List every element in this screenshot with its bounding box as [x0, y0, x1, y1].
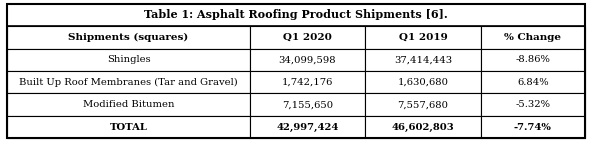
- Bar: [481, 93, 585, 116]
- Bar: [250, 26, 365, 49]
- Bar: [481, 71, 585, 93]
- Bar: [250, 49, 365, 71]
- Text: 7,155,650: 7,155,650: [282, 100, 333, 109]
- Bar: [365, 71, 481, 93]
- Bar: [481, 116, 585, 138]
- Text: 37,414,443: 37,414,443: [394, 55, 452, 64]
- Text: 7,557,680: 7,557,680: [398, 100, 449, 109]
- Bar: [365, 26, 481, 49]
- Bar: [7, 71, 250, 93]
- Text: Shingles: Shingles: [107, 55, 150, 64]
- Text: -8.86%: -8.86%: [516, 55, 551, 64]
- Text: 6.84%: 6.84%: [517, 78, 549, 87]
- Bar: [365, 49, 481, 71]
- Bar: [7, 4, 585, 26]
- Bar: [7, 116, 250, 138]
- Bar: [481, 49, 585, 71]
- Text: % Change: % Change: [504, 33, 561, 42]
- Bar: [481, 26, 585, 49]
- Bar: [7, 26, 250, 49]
- Bar: [7, 93, 250, 116]
- Text: 46,602,803: 46,602,803: [392, 123, 455, 132]
- Text: 1,630,680: 1,630,680: [398, 78, 449, 87]
- Text: -7.74%: -7.74%: [514, 123, 552, 132]
- Text: Modified Bitumen: Modified Bitumen: [83, 100, 174, 109]
- Text: 34,099,598: 34,099,598: [279, 55, 336, 64]
- Bar: [250, 93, 365, 116]
- Text: Shipments (squares): Shipments (squares): [68, 33, 189, 42]
- Bar: [250, 71, 365, 93]
- Bar: [365, 93, 481, 116]
- Text: Built Up Roof Membranes (Tar and Gravel): Built Up Roof Membranes (Tar and Gravel): [19, 78, 238, 87]
- Bar: [365, 116, 481, 138]
- Text: -5.32%: -5.32%: [516, 100, 551, 109]
- Text: 42,997,424: 42,997,424: [276, 123, 339, 132]
- Text: Q1 2019: Q1 2019: [399, 33, 448, 42]
- Bar: [250, 116, 365, 138]
- Text: TOTAL: TOTAL: [110, 123, 147, 132]
- Text: 1,742,176: 1,742,176: [282, 78, 333, 87]
- Text: Q1 2020: Q1 2020: [283, 33, 332, 42]
- Text: Table 1: Asphalt Roofing Product Shipments [6].: Table 1: Asphalt Roofing Product Shipmen…: [144, 9, 448, 20]
- Bar: [7, 49, 250, 71]
